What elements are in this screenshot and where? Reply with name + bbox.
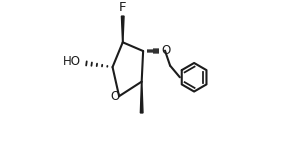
Text: F: F	[119, 1, 127, 14]
Polygon shape	[122, 16, 124, 42]
Text: O: O	[111, 90, 120, 103]
Text: O: O	[161, 44, 171, 57]
Text: HO: HO	[63, 56, 81, 68]
Polygon shape	[140, 82, 143, 113]
